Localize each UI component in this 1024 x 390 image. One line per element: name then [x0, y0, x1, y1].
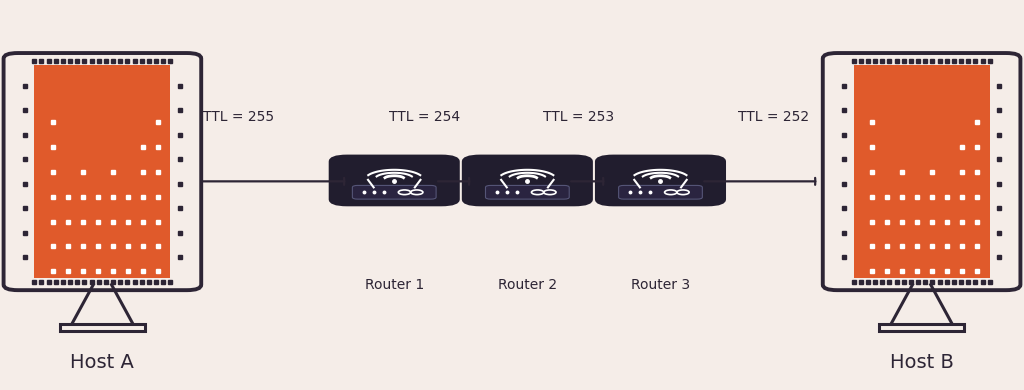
- FancyBboxPatch shape: [880, 324, 964, 331]
- Text: Router 1: Router 1: [365, 278, 424, 292]
- Text: TTL = 254: TTL = 254: [389, 110, 461, 124]
- Text: Host B: Host B: [890, 353, 953, 372]
- FancyBboxPatch shape: [329, 154, 460, 206]
- Text: Router 3: Router 3: [631, 278, 690, 292]
- FancyBboxPatch shape: [854, 65, 989, 278]
- Text: Host A: Host A: [71, 353, 134, 372]
- FancyBboxPatch shape: [60, 324, 144, 331]
- Text: TTL = 252: TTL = 252: [737, 110, 809, 124]
- FancyBboxPatch shape: [352, 185, 436, 199]
- FancyBboxPatch shape: [462, 154, 593, 206]
- Text: TTL = 253: TTL = 253: [543, 110, 614, 124]
- FancyBboxPatch shape: [4, 53, 201, 290]
- Text: Router 2: Router 2: [498, 278, 557, 292]
- FancyBboxPatch shape: [485, 185, 569, 199]
- FancyBboxPatch shape: [595, 154, 726, 206]
- FancyBboxPatch shape: [618, 185, 702, 199]
- FancyBboxPatch shape: [823, 53, 1020, 290]
- Text: TTL = 255: TTL = 255: [203, 110, 274, 124]
- FancyBboxPatch shape: [35, 65, 170, 278]
